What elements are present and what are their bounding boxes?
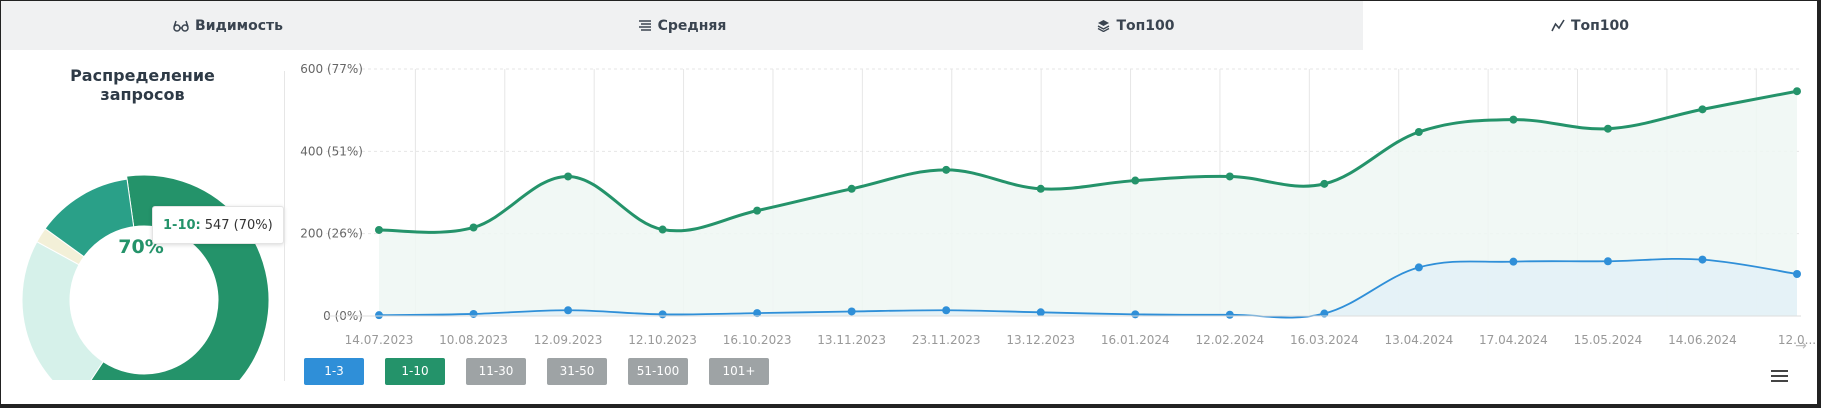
y-tick-label: 200 (26%)	[300, 227, 363, 241]
range-button-1-3[interactable]: 1-3	[304, 358, 364, 385]
tab-label: Видимость	[195, 17, 283, 34]
y-tick-label: 600 (77%)	[300, 62, 363, 76]
data-point[interactable]	[753, 309, 762, 318]
x-tick-label: 13.11.2023	[817, 333, 886, 347]
trend-icon	[1551, 19, 1565, 32]
y-tick-label: 400 (51%)	[300, 144, 363, 158]
x-tick-label: 23.11.2023	[912, 333, 981, 347]
data-point[interactable]	[1036, 308, 1045, 317]
data-point[interactable]	[1036, 184, 1045, 193]
tooltip-key: 1-10:	[163, 217, 201, 233]
range-button-1-10[interactable]: 1-10	[385, 358, 445, 385]
x-tick-label: 17.04.2024	[1479, 333, 1548, 347]
glasses-icon	[173, 20, 189, 32]
x-tick-label: 12.09.2023	[534, 333, 603, 347]
x-tick-label: 14.06.2024	[1668, 333, 1737, 347]
range-button-101+[interactable]: 101+	[709, 358, 769, 385]
data-point[interactable]	[1225, 310, 1234, 319]
data-point[interactable]	[847, 184, 856, 193]
list-lines-icon	[638, 19, 651, 31]
data-point[interactable]	[1698, 255, 1707, 264]
data-point[interactable]	[1603, 124, 1612, 133]
distribution-panel: Распределение запросов 70% 1-10: 547 (70…	[1, 50, 284, 380]
x-tick-label: 16.01.2024	[1101, 333, 1170, 347]
data-point[interactable]	[1225, 172, 1234, 181]
data-point[interactable]	[1509, 257, 1518, 266]
data-point[interactable]	[1414, 127, 1423, 136]
data-point[interactable]	[564, 306, 573, 315]
data-point[interactable]	[375, 225, 383, 234]
tooltip-value: 547 (70%)	[204, 217, 273, 233]
x-tick-label: 14.07.2023	[345, 333, 414, 347]
data-point[interactable]	[847, 307, 856, 316]
x-tick-label: 12.02.2024	[1195, 333, 1264, 347]
series-area-1	[379, 258, 1797, 318]
range-button-11-30[interactable]: 11-30	[466, 358, 526, 385]
data-point[interactable]	[658, 225, 667, 234]
data-point[interactable]	[658, 310, 667, 319]
x-tick-label: 13.04.2024	[1385, 333, 1454, 347]
tab-label: Топ100	[1570, 17, 1630, 34]
data-point[interactable]	[1603, 257, 1612, 266]
data-point[interactable]	[1698, 105, 1707, 114]
tab-label: Средняя	[657, 17, 727, 34]
layers-icon	[1098, 20, 1110, 32]
x-tick-label: 16.03.2024	[1290, 333, 1359, 347]
data-point[interactable]	[942, 165, 951, 174]
data-point[interactable]	[564, 172, 573, 181]
tab-average[interactable]: Средняя	[455, 1, 909, 50]
x-tick-label: 12.10.2023	[628, 333, 697, 347]
data-point[interactable]	[1793, 270, 1801, 279]
tab-top100-trend[interactable]: Топ100	[1363, 1, 1817, 50]
tab-visibility[interactable]: Видимость	[1, 1, 455, 50]
data-point[interactable]	[469, 223, 478, 232]
range-button-group: 1-3 1-10 11-30 31-50 51-100 101+	[304, 358, 790, 385]
scroll-right-arrow-icon[interactable]: →	[1795, 338, 1807, 354]
data-point[interactable]	[1414, 263, 1423, 272]
data-point[interactable]	[469, 309, 478, 318]
range-button-51-100[interactable]: 51-100	[628, 358, 688, 385]
data-point[interactable]	[1131, 176, 1140, 185]
data-point[interactable]	[1131, 310, 1140, 319]
x-tick-label: 10.08.2023	[439, 333, 508, 347]
tab-label: Топ100	[1116, 17, 1175, 34]
donut-chart	[21, 174, 270, 380]
x-tick-label: 15.05.2024	[1574, 333, 1643, 347]
distribution-title-line2: запросов	[100, 85, 185, 104]
data-point[interactable]	[942, 306, 951, 315]
distribution-title-line1: Распределение	[70, 66, 215, 85]
distribution-title: Распределение запросов	[1, 66, 284, 104]
panel-divider	[284, 71, 285, 381]
x-tick-label: 16.10.2023	[723, 333, 792, 347]
data-point[interactable]	[1509, 115, 1518, 124]
data-point[interactable]	[753, 206, 762, 215]
range-button-31-50[interactable]: 31-50	[547, 358, 607, 385]
data-point[interactable]	[1793, 87, 1801, 96]
hamburger-menu-icon[interactable]	[1771, 370, 1788, 384]
tab-bar: Видимость Средняя Топ100 Топ100	[1, 1, 1817, 50]
data-point[interactable]	[1320, 179, 1329, 188]
donut-slice-1-3[interactable]	[44, 178, 135, 258]
series-area-0	[379, 91, 1797, 316]
donut-tooltip: 1-10: 547 (70%)	[152, 206, 284, 244]
series-line-1	[378, 257, 1798, 319]
x-tick-label: 13.12.2023	[1006, 333, 1075, 347]
x-tick-label: 12.0...	[1778, 333, 1816, 347]
tab-top100-layers[interactable]: Топ100	[909, 1, 1363, 50]
series-line-0	[378, 89, 1798, 234]
data-point[interactable]	[375, 311, 383, 320]
